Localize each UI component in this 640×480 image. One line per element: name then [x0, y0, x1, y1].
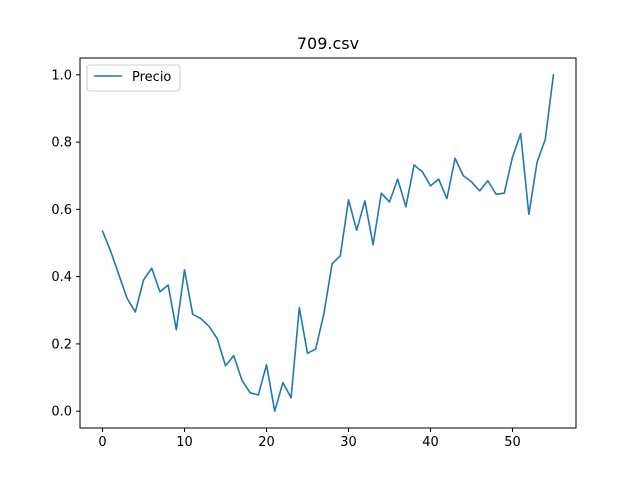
x-tick-label: 0: [98, 435, 106, 450]
x-tick-label: 10: [176, 435, 193, 450]
legend: Precio: [86, 64, 181, 92]
y-tick-label: 1.0: [51, 68, 72, 83]
series-layer: [101, 73, 555, 412]
x-tick-label: 30: [340, 435, 357, 450]
x-tick-label: 20: [258, 435, 275, 450]
legend-box: [86, 64, 181, 92]
legend-label-precio: Precio: [132, 70, 171, 85]
axes-frame: [79, 57, 577, 429]
y-tick-label: 0.2: [51, 337, 72, 352]
series-line-precio: [101, 73, 555, 412]
x-tick-label: 40: [422, 435, 439, 450]
y-tick-label: 0.8: [51, 136, 72, 151]
x-tick-label: 50: [504, 435, 521, 450]
y-tick-label: 0.4: [51, 270, 72, 285]
y-tick-label: 0.6: [51, 203, 72, 218]
chart-title: 709.csv: [297, 34, 359, 53]
x-axis: 0 10 20 30 40 50: [98, 428, 521, 450]
y-tick-label: 0.0: [51, 405, 72, 420]
y-axis: 0.0 0.2 0.4 0.6 0.8 1.0: [51, 68, 80, 420]
